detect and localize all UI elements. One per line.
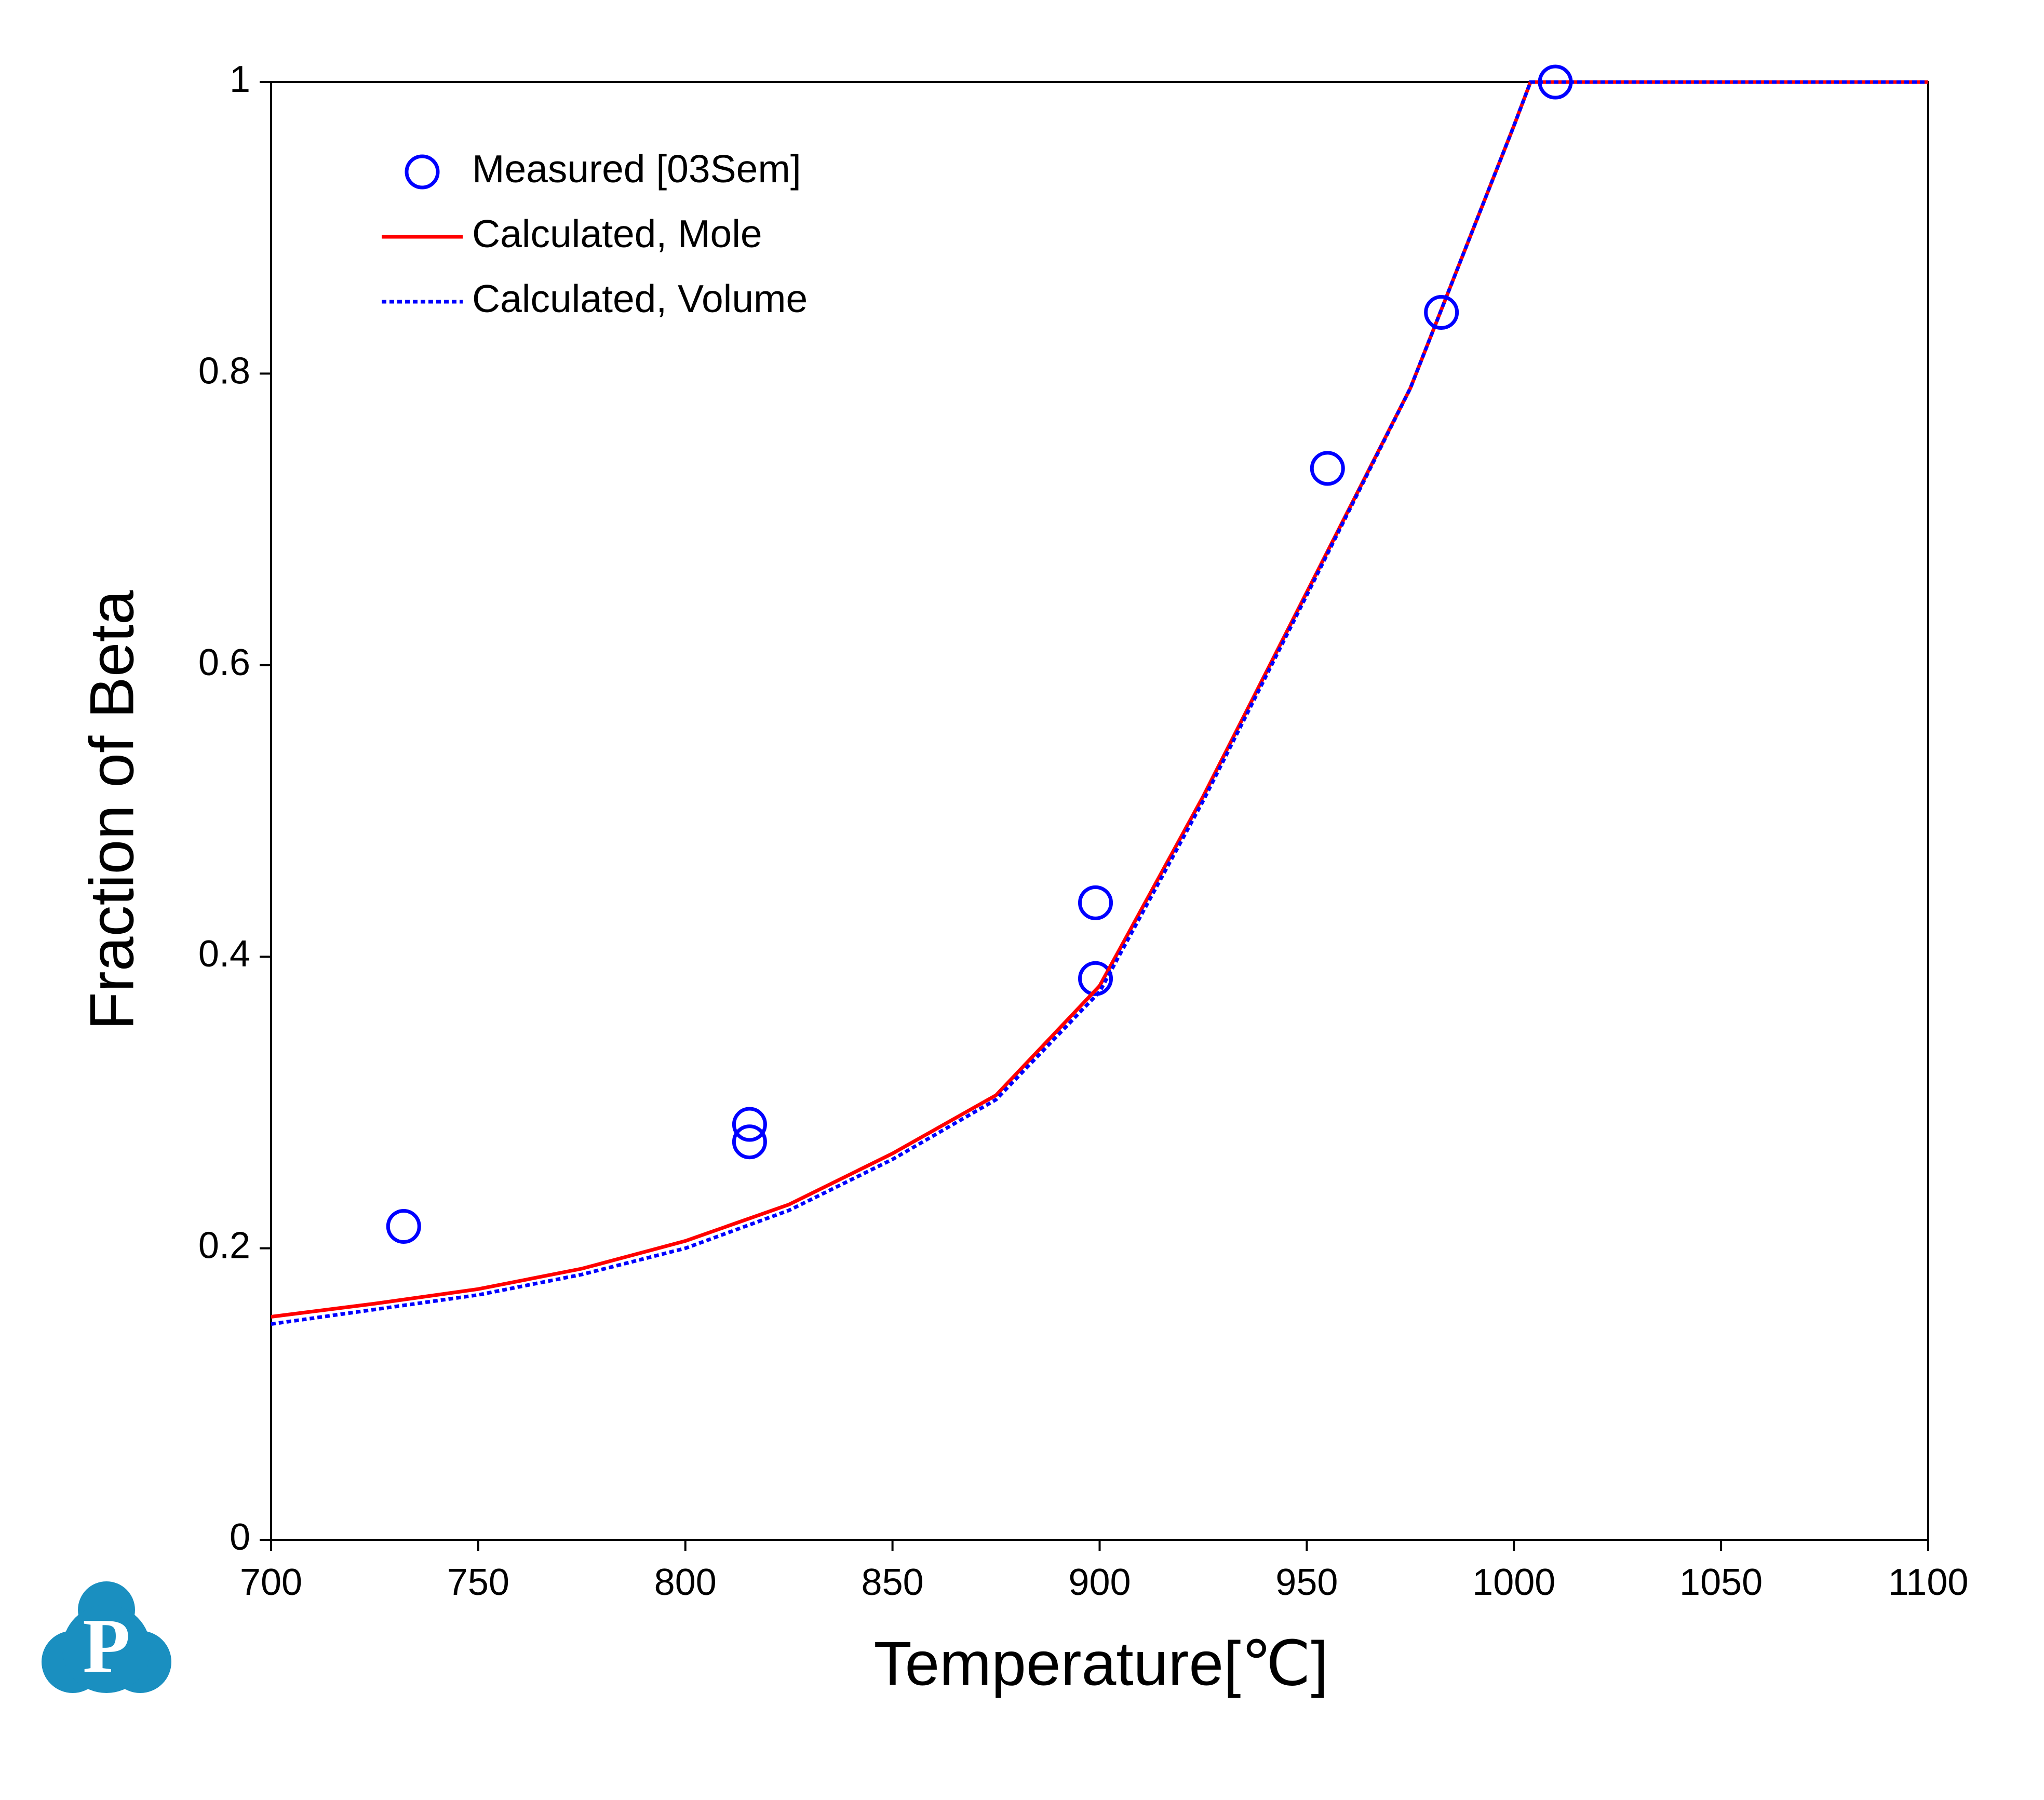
legend-label: Calculated, Volume — [472, 277, 808, 320]
data-point — [386, 1208, 421, 1244]
x-tick-label: 900 — [1068, 1562, 1131, 1603]
legend-label: Calculated, Mole — [472, 212, 762, 256]
data-point — [732, 1124, 767, 1160]
data-line — [271, 80, 1928, 1326]
data-point — [1078, 885, 1113, 920]
y-tick-label: 1 — [230, 59, 250, 100]
x-tick-label: 950 — [1275, 1562, 1338, 1603]
logo: P — [42, 1581, 171, 1693]
x-tick-label: 750 — [447, 1562, 509, 1603]
y-tick-label: 0.8 — [198, 350, 250, 392]
legend-label: Measured [03Sem] — [472, 147, 801, 191]
x-tick-label: 1050 — [1679, 1562, 1763, 1603]
x-tick-label: 1100 — [1888, 1562, 1969, 1603]
x-axis-label: Temperature[℃] — [873, 1629, 1328, 1699]
y-tick-label: 0 — [230, 1516, 250, 1558]
y-axis-label: Fraction of Beta — [77, 590, 147, 1030]
x-tick-label: 800 — [654, 1562, 717, 1603]
legend-marker — [405, 154, 440, 190]
logo-text: P — [83, 1603, 130, 1689]
data-point — [732, 1107, 767, 1142]
x-tick-label: 1000 — [1472, 1562, 1555, 1603]
logo-shape — [62, 1605, 151, 1693]
data-line — [271, 80, 1928, 1319]
y-tick-label: 0.6 — [198, 642, 250, 683]
y-tick-label: 0.2 — [198, 1225, 250, 1267]
x-tick-label: 850 — [862, 1562, 924, 1603]
data-point — [1310, 451, 1345, 486]
data-point — [1424, 295, 1459, 330]
y-tick-label: 0.4 — [198, 933, 250, 975]
x-tick-label: 700 — [240, 1562, 302, 1603]
